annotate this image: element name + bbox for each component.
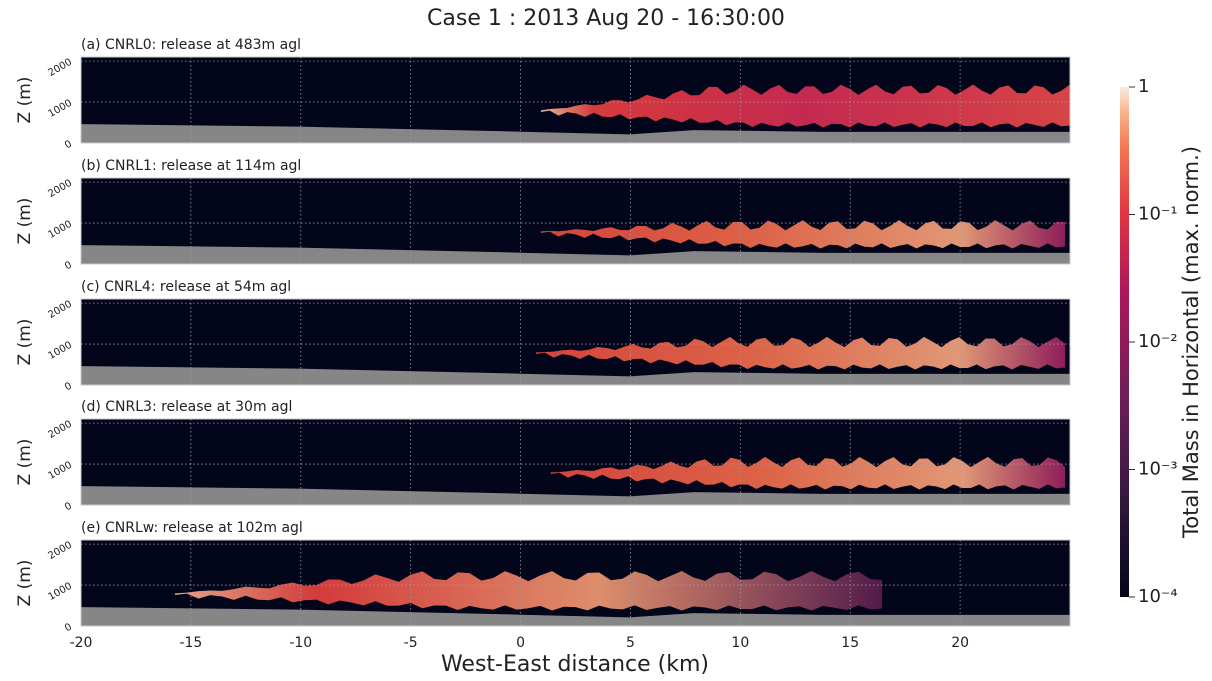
panel-frame (80, 177, 1071, 265)
y-tick-label: 0 (63, 381, 74, 394)
y-tick-label: 1000 (46, 460, 74, 482)
chart-title: Case 1 : 2013 Aug 20 - 16:30:00 (427, 6, 785, 31)
panel-title: (c) CNRL4: release at 54m agl (81, 279, 291, 295)
terrain (81, 124, 1070, 143)
y-tick-label: 2000 (46, 178, 74, 200)
y-tick-label: 2000 (46, 299, 74, 321)
y-tick-label: 1000 (46, 98, 74, 120)
y-tick-label: 0 (63, 501, 74, 514)
x-tick-label: -10 (289, 635, 312, 651)
terrain (81, 366, 1070, 385)
plume (550, 456, 1066, 490)
colorbar-tick-label: 10⁻² (1138, 331, 1178, 352)
colorbar-label: Total Mass in Horizontal (max. norm.) (1179, 146, 1203, 539)
plume (535, 336, 1066, 370)
y-tick-label: 2000 (46, 57, 74, 79)
y-tick-label: 0 (63, 139, 74, 152)
y-axis-label: Z (m) (15, 319, 35, 366)
y-axis-label: Z (m) (15, 198, 35, 245)
plume (174, 570, 883, 611)
panel-title: (b) CNRL1: release at 114m agl (81, 158, 301, 174)
y-axis-label: Z (m) (15, 560, 35, 607)
x-axis-label: West-East distance (km) (441, 652, 709, 677)
x-tick-label: -5 (404, 635, 418, 651)
panel-frame (80, 539, 1071, 627)
panel-title: (e) CNRLw: release at 102m agl (81, 520, 303, 536)
y-tick-label: 1000 (46, 581, 74, 603)
y-tick-label: 1000 (46, 340, 74, 362)
terrain (81, 607, 1070, 626)
x-tick-label: 20 (951, 635, 969, 651)
panel-frame (80, 56, 1071, 144)
x-tick-label: 5 (626, 635, 635, 651)
colorbar-tick-label: 10⁻³ (1138, 459, 1178, 480)
x-tick-label: -20 (70, 635, 93, 651)
y-tick-label: 0 (63, 622, 74, 635)
colorbar-tick-label: 10⁻¹ (1138, 204, 1178, 225)
x-tick-label: 0 (516, 635, 525, 651)
plume (540, 84, 1070, 128)
plume (540, 220, 1066, 249)
x-tick-label: 10 (731, 635, 749, 651)
y-axis-label: Z (m) (15, 77, 35, 124)
colorbar-tick-label: 1 (1138, 76, 1149, 97)
x-tick-label: 15 (841, 635, 859, 651)
y-tick-label: 2000 (46, 540, 74, 562)
y-axis-label: Z (m) (15, 439, 35, 486)
panel-title: (d) CNRL3: release at 30m agl (81, 399, 292, 415)
terrain (81, 245, 1070, 264)
y-tick-label: 2000 (46, 419, 74, 441)
panel-frame (80, 418, 1071, 506)
x-tick-label: -15 (179, 635, 202, 651)
y-tick-label: 0 (63, 260, 74, 273)
colorbar-tick-label: 10⁻⁴ (1138, 586, 1178, 607)
colorbar (1120, 87, 1129, 597)
y-tick-label: 1000 (46, 219, 74, 241)
terrain (81, 486, 1070, 505)
panel-frame (80, 298, 1071, 386)
panel-title: (a) CNRL0: release at 483m agl (81, 37, 301, 53)
